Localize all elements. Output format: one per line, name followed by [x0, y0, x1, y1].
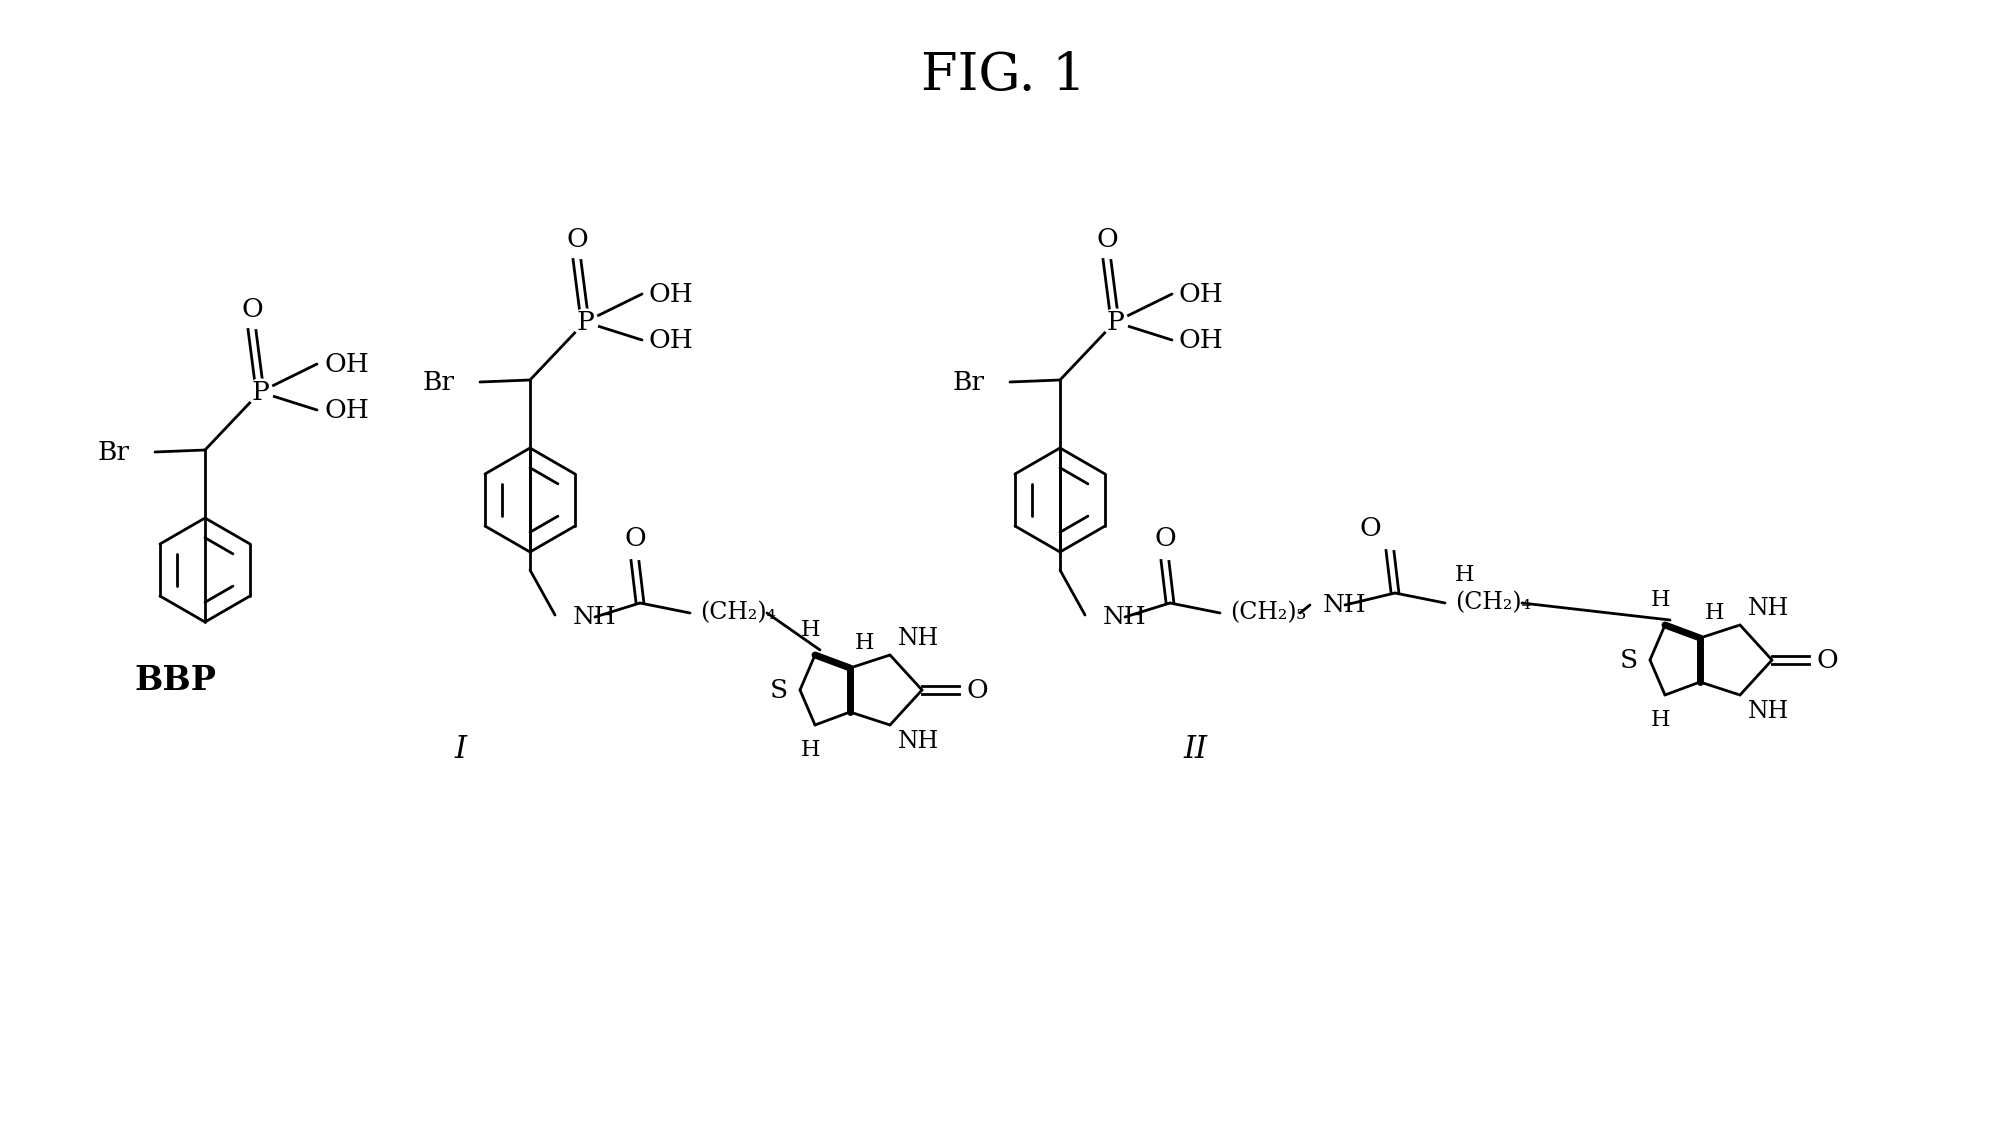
Text: H: H — [855, 632, 875, 654]
Text: NH: NH — [897, 627, 939, 650]
Text: O: O — [1096, 227, 1118, 252]
Text: P: P — [1106, 310, 1124, 334]
Text: I: I — [454, 735, 466, 765]
Text: H: H — [1650, 709, 1670, 732]
Text: (CH₂)₄: (CH₂)₄ — [700, 601, 777, 625]
Text: O: O — [241, 297, 263, 322]
Text: S: S — [771, 678, 789, 702]
Text: OH: OH — [323, 351, 369, 377]
Text: (CH₂)₅: (CH₂)₅ — [1230, 601, 1307, 625]
Text: H: H — [801, 739, 819, 761]
Text: O: O — [965, 678, 987, 702]
Text: BBP: BBP — [134, 663, 217, 697]
Circle shape — [1102, 309, 1128, 335]
Text: NH: NH — [897, 730, 939, 753]
Text: NH: NH — [1323, 594, 1367, 616]
Text: H: H — [1650, 589, 1670, 611]
Text: Br: Br — [423, 369, 456, 395]
Text: P: P — [251, 379, 269, 405]
Text: (CH₂)₄: (CH₂)₄ — [1455, 591, 1531, 615]
Text: Br: Br — [953, 369, 985, 395]
Text: O: O — [624, 526, 646, 551]
Text: OH: OH — [648, 282, 694, 306]
Text: NH: NH — [1748, 597, 1788, 620]
Text: O: O — [1816, 647, 1838, 672]
Text: OH: OH — [323, 397, 369, 423]
Circle shape — [247, 379, 273, 405]
Text: NH: NH — [1104, 607, 1146, 629]
Text: OH: OH — [1178, 328, 1224, 352]
Text: Br: Br — [98, 440, 130, 465]
Text: O: O — [566, 227, 588, 252]
Text: NH: NH — [1748, 700, 1788, 723]
Text: H: H — [801, 619, 819, 641]
Text: II: II — [1182, 735, 1206, 765]
Circle shape — [572, 309, 598, 335]
Text: O: O — [1359, 516, 1381, 541]
Text: NH: NH — [574, 607, 616, 629]
Text: O: O — [1154, 526, 1176, 551]
Text: H: H — [1455, 564, 1475, 586]
Text: H: H — [1706, 603, 1724, 624]
Text: S: S — [1620, 647, 1638, 672]
Text: OH: OH — [1178, 282, 1224, 306]
Text: FIG. 1: FIG. 1 — [921, 50, 1086, 101]
Text: OH: OH — [648, 328, 694, 352]
Text: P: P — [576, 310, 594, 334]
